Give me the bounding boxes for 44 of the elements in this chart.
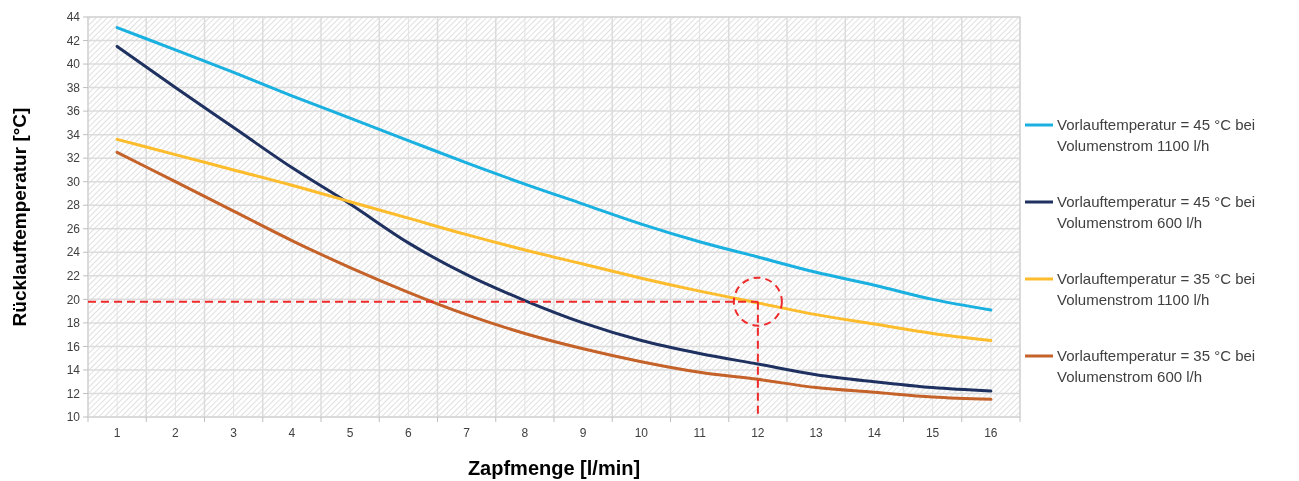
y-tick-label: 26 [66,221,81,236]
line-series [115,150,993,401]
y-tick-label: 18 [66,316,81,331]
x-tick-label: 7 [463,426,471,440]
y-axis-title: Rücklauftemperatur [°C] [9,107,30,327]
x-tick-label: 6 [405,426,413,440]
legend-label: Vorlauftemperatur = 35 °C bei Volumenstrom 1100 l/h [1057,270,1256,309]
x-tick-label: 15 [925,426,940,440]
x-tick-label: 4 [288,426,296,440]
x-tick-label: 2 [172,426,180,440]
y-tick-label: 40 [66,57,81,72]
y-tick-label: 10 [66,410,81,425]
y-tick-label: 38 [66,80,81,95]
line-series [115,137,993,343]
x-axis-title: Zapfmenge [l/min] [467,457,641,479]
y-tick-label: 34 [66,127,81,142]
y-tick-label: 42 [66,33,81,48]
legend-label: Vorlauftemperatur = 45 °C bei Volumenstrom 1100 l/h [1057,116,1256,155]
x-tick-label: 14 [867,426,882,440]
legend-label: Vorlauftemperatur = 45 °C bei Volumenstrom 600 l/h [1057,193,1256,232]
x-tick-label: 9 [579,426,587,440]
y-tick-label: 36 [66,104,81,119]
y-tick-label: 20 [66,292,81,307]
y-tick-label: 30 [66,174,81,189]
line-series [115,44,993,393]
y-tick-label: 12 [66,386,81,401]
line-series [115,26,993,312]
x-tick-label: 10 [634,426,649,440]
x-tick-label: 11 [693,426,707,440]
y-tick-label: 22 [66,269,81,284]
x-tick-label: 8 [521,426,529,440]
y-tick-label: 14 [66,363,81,378]
x-tick-label: 1 [113,426,121,440]
y-tick-label: 44 [66,10,81,25]
x-tick-label: 12 [751,426,765,440]
y-tick-label: 32 [66,151,81,166]
x-tick-label: 16 [984,426,998,440]
legend-label: Vorlauftemperatur = 35 °C bei Volumenstrom 600 l/h [1057,347,1256,386]
y-tick-label: 16 [66,339,81,354]
x-tick-label: 13 [809,426,824,440]
y-tick-label: 24 [66,245,81,260]
x-tick-label: 5 [346,426,354,440]
x-tick-label: 3 [230,426,238,440]
y-tick-label: 28 [66,198,81,213]
